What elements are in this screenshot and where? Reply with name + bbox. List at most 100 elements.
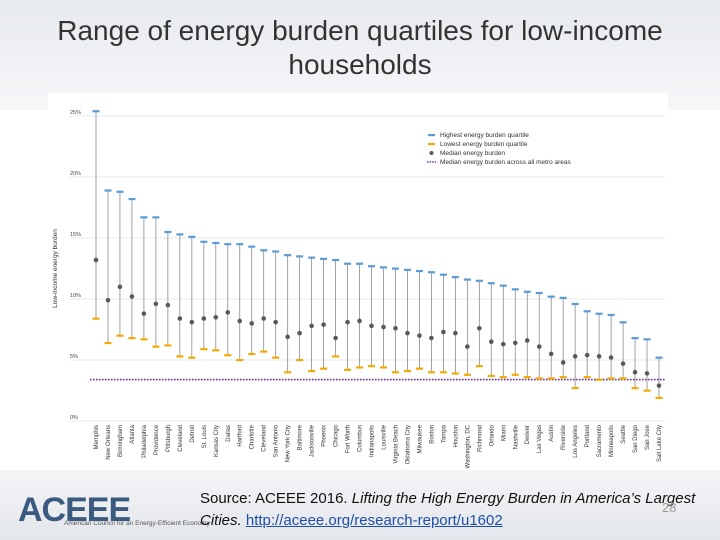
category-label: Fort Worth — [346, 425, 352, 453]
category-label: New Orleans — [106, 425, 112, 460]
source-title: Lifting the High Energy Burden in Americ… — [200, 490, 696, 529]
lowest-quartile-marker — [499, 376, 507, 379]
footer-background — [0, 470, 720, 540]
highest-quartile-marker — [571, 302, 579, 306]
y-axis-label: Low-income energy burden — [52, 229, 59, 308]
median-marker — [596, 354, 602, 359]
lowest-quartile-marker — [631, 387, 639, 390]
highest-quartile-marker — [332, 258, 340, 262]
median-marker — [441, 329, 446, 335]
category-label: Los Angeles — [573, 425, 579, 458]
lowest-quartile-marker — [248, 352, 256, 356]
category-label: Denver — [525, 425, 531, 444]
lowest-quartile-marker — [296, 359, 304, 362]
category-label: Phoenix — [322, 425, 328, 447]
lowest-quartile-marker — [415, 367, 423, 370]
category-label: San Diego — [633, 424, 639, 453]
median-marker — [201, 316, 207, 321]
legend-label: Highest energy burden quartile — [440, 132, 529, 139]
highest-quartile-marker — [595, 312, 603, 315]
highest-quartile-marker — [619, 321, 627, 324]
lowest-quartile-marker — [320, 367, 328, 370]
highest-quartile-marker — [403, 268, 411, 271]
median-marker — [369, 323, 374, 329]
category-label: Columbus — [358, 425, 364, 452]
median-marker — [548, 351, 554, 357]
category-label: Minneapolis — [609, 425, 615, 457]
category-label: San Jose — [645, 424, 651, 450]
highest-quartile-marker — [643, 338, 651, 341]
lowest-quartile-marker — [260, 350, 268, 353]
highest-quartile-marker — [583, 310, 591, 313]
lowest-quartile-marker — [403, 369, 411, 373]
median-marker — [524, 338, 530, 343]
y-tick-label: 25% — [70, 110, 81, 116]
category-label: Birmingham — [118, 425, 124, 457]
highest-quartile-marker — [379, 266, 387, 269]
median-marker — [608, 355, 614, 360]
source-citation: Source: ACEEE 2016. Lifting the High Ene… — [200, 488, 715, 532]
category-label: Salt Lake City — [657, 425, 663, 462]
median-marker — [153, 301, 159, 307]
lowest-quartile-marker — [655, 396, 663, 400]
highest-quartile-marker — [547, 295, 555, 298]
category-label: Cleveland — [262, 425, 268, 452]
lowest-quartile-marker — [451, 372, 459, 375]
highest-quartile-marker — [272, 250, 280, 253]
highest-quartile-marker — [128, 197, 136, 201]
highest-quartile-marker — [511, 288, 519, 291]
y-tick-label: 0% — [70, 415, 78, 421]
median-marker — [656, 383, 662, 388]
category-label: Baltimore — [298, 424, 304, 450]
category-label: Dallas — [226, 425, 232, 442]
median-marker — [572, 354, 578, 359]
category-label: Detroit — [190, 425, 196, 443]
highest-quartile-marker — [463, 278, 471, 281]
lowest-quartile-marker — [595, 378, 603, 381]
highest-quartile-marker — [559, 296, 567, 299]
highest-quartile-marker — [116, 190, 124, 193]
highest-quartile-marker — [320, 257, 328, 260]
median-marker — [417, 333, 422, 338]
highest-quartile-marker — [224, 243, 232, 246]
highest-quartile-marker — [236, 243, 244, 246]
category-label: Tampa — [441, 424, 447, 443]
highest-quartile-marker — [296, 255, 304, 258]
legend-lowest-swatch — [428, 143, 435, 146]
highest-quartile-marker — [368, 265, 376, 268]
category-label: Washington, DC — [465, 424, 471, 468]
lowest-quartile-marker — [176, 355, 184, 358]
median-marker — [321, 322, 326, 327]
source-link[interactable]: http://aceee.org/research-report/u1602 — [245, 512, 503, 529]
median-marker — [489, 339, 494, 344]
highest-quartile-marker — [487, 282, 495, 285]
median-marker — [512, 340, 518, 346]
y-tick-label: 10% — [70, 293, 81, 299]
header-background — [0, 0, 720, 110]
category-label: Louisville — [381, 424, 387, 449]
median-marker — [429, 335, 434, 341]
lowest-quartile-marker — [391, 371, 399, 374]
median-marker — [309, 323, 314, 329]
lowest-quartile-marker — [559, 376, 567, 379]
source-prefix: Source: ACEEE 2016. — [200, 490, 352, 507]
lowest-quartile-marker — [439, 371, 447, 374]
lowest-quartile-marker — [308, 369, 316, 373]
highest-quartile-marker — [260, 249, 268, 252]
highest-quartile-marker — [284, 254, 292, 257]
category-label: St. Louis — [202, 425, 208, 448]
median-marker — [93, 257, 99, 263]
lowest-quartile-marker — [619, 377, 627, 380]
category-label: Las Vegas — [537, 425, 543, 453]
highest-quartile-marker — [212, 241, 220, 245]
median-marker — [129, 294, 135, 299]
legend-label: Lowest energy burden quartile — [440, 141, 528, 148]
category-label: Memphis — [94, 425, 100, 449]
highest-quartile-marker — [104, 189, 112, 192]
category-label: Pittsburgh — [166, 425, 172, 452]
y-tick-label: 20% — [70, 171, 81, 177]
median-marker — [333, 335, 338, 341]
highest-quartile-marker — [188, 235, 196, 238]
lowest-quartile-marker — [547, 377, 555, 380]
median-marker — [381, 324, 386, 330]
